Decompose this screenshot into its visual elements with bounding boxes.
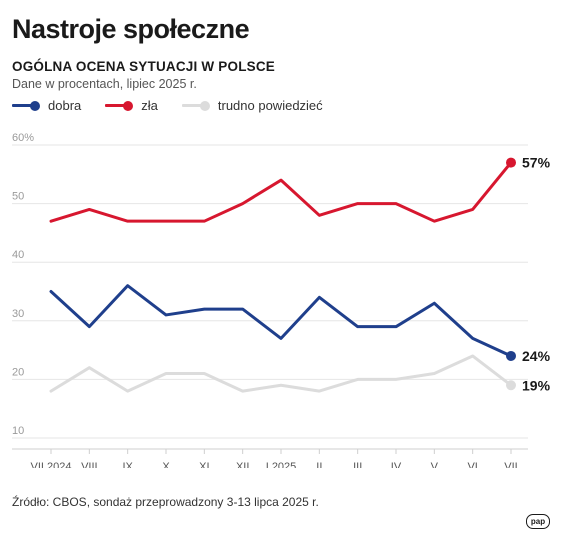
source-note: Źródło: CBOS, sondaż przeprowadzony 3-13… xyxy=(12,495,319,509)
x-tick-label: X xyxy=(162,461,170,468)
y-tick-label: 10 xyxy=(12,425,24,437)
legend-swatch-dobra xyxy=(12,100,40,111)
y-tick-label: 60% xyxy=(12,132,34,144)
x-tick-label: III xyxy=(353,461,362,468)
legend-label-dobra: dobra xyxy=(48,98,82,113)
chart-title: Nastroje społeczne xyxy=(12,14,250,44)
series-end-point-0 xyxy=(506,350,516,361)
legend-swatch-zla xyxy=(105,100,134,111)
x-tick-label: XII xyxy=(236,461,249,468)
series-line-0 xyxy=(49,284,513,358)
y-tick-label: 40 xyxy=(12,249,24,261)
x-tick-label: I 2025 xyxy=(266,461,297,468)
series-end-label-2: 19% xyxy=(522,377,551,393)
chart-note: Dane w procentach, lipiec 2025 r. xyxy=(12,77,197,91)
legend-swatch-trudno xyxy=(181,100,210,111)
legend-label-zla: zła xyxy=(141,98,158,113)
y-tick-label: 20 xyxy=(12,366,24,378)
x-tick-label: XI xyxy=(199,461,209,468)
x-tick-label: V xyxy=(431,461,439,468)
series-end-label-1: 57% xyxy=(522,155,551,171)
x-tick-label: II xyxy=(316,461,322,468)
x-tick-label: VII 2024 xyxy=(31,461,72,468)
series-line-1 xyxy=(49,161,513,223)
legend-label-trudno: trudno powiedzieć xyxy=(217,98,323,113)
x-tick-label: VII xyxy=(504,461,517,468)
x-tick-label: IX xyxy=(122,461,133,468)
chart-subtitle: OGÓLNA OCENA SYTUACJI W POLSCE xyxy=(12,59,276,74)
x-tick-label: VI xyxy=(467,461,477,468)
x-tick-label: VIII xyxy=(81,461,98,468)
pap-logo: pap xyxy=(526,514,550,529)
legend: dobra zła trudno powiedzieć xyxy=(12,98,347,113)
series-line-2 xyxy=(49,354,513,393)
y-tick-label: 50 xyxy=(12,191,24,203)
legend-item-dobra: dobra xyxy=(12,98,81,113)
legend-item-trudno: trudno powiedzieć xyxy=(181,98,323,113)
series-end-label-0: 24% xyxy=(522,348,551,364)
series-end-point-2 xyxy=(506,380,516,391)
series-end-point-1 xyxy=(506,157,516,168)
y-tick-label: 30 xyxy=(12,308,24,320)
legend-item-zla: zła xyxy=(105,98,158,113)
x-tick-label: IV xyxy=(391,461,402,468)
